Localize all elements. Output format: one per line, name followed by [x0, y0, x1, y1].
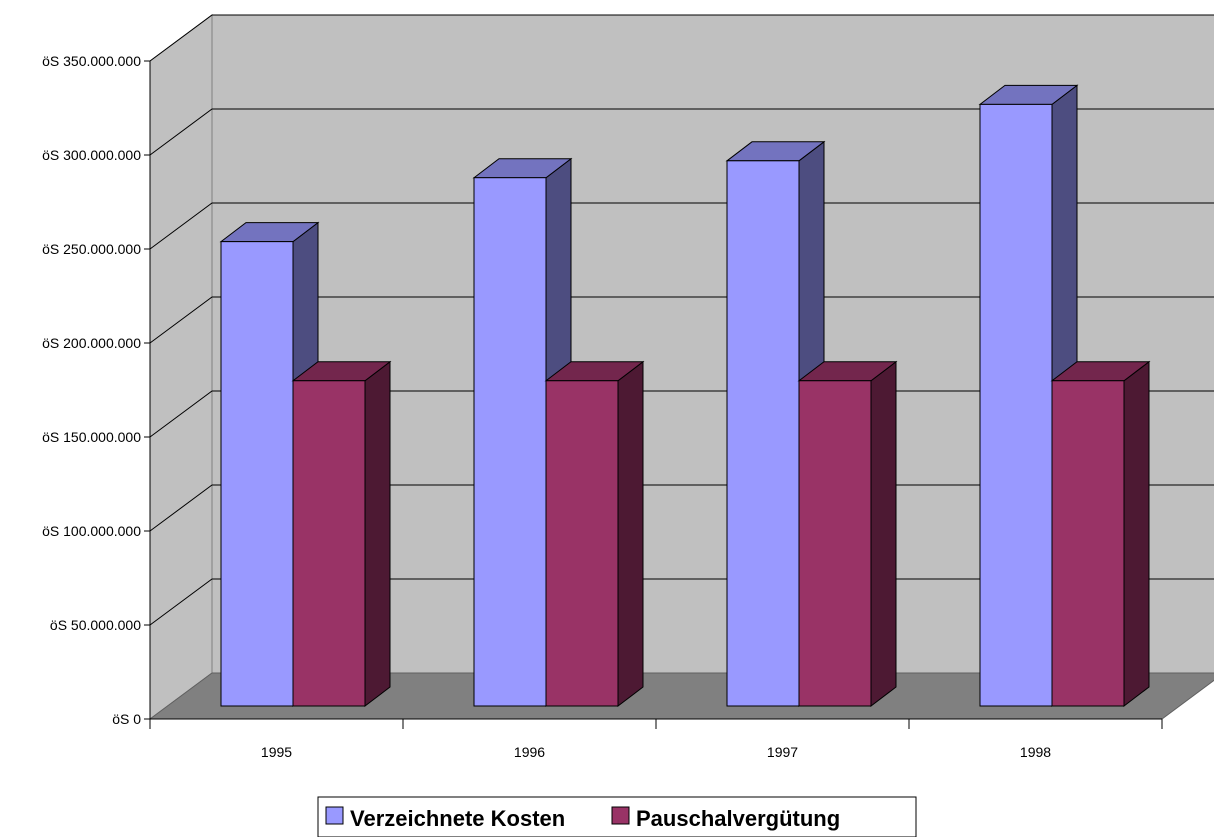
bar-1998-pauschalverguetung: [1050, 360, 1151, 708]
bar-1997-verzeichnete-kosten: [725, 140, 826, 708]
y-tick-label: öS 300.000.000: [42, 147, 141, 163]
side-wall: [149, 14, 213, 720]
bar-front: [798, 380, 872, 707]
legend-label: Verzeichnete Kosten: [350, 806, 565, 831]
y-tick-label: öS 200.000.000: [42, 335, 141, 351]
bar-front: [473, 177, 547, 707]
legend-swatch: [325, 806, 344, 825]
gridline: [149, 108, 1214, 156]
gridline: [149, 202, 1214, 250]
bar-side: [870, 360, 897, 708]
y-axis-ticks: öS 0 öS 50.000.000 öS 100.000.000 öS 150.00…: [42, 53, 150, 727]
y-tick-label: öS 250.000.000: [42, 241, 141, 257]
bar-1996-pauschalverguetung: [544, 360, 645, 708]
bar-side: [1123, 360, 1150, 708]
legend: Verzeichnete Kosten Pauschalvergütung: [317, 796, 917, 837]
bar-1997-pauschalverguetung: [797, 360, 898, 708]
x-tick-label: 1998: [1020, 744, 1051, 760]
chart-walls: [148, 14, 1214, 720]
bar-front: [292, 380, 366, 707]
bars: [219, 84, 1151, 708]
y-tick-label: öS 0: [112, 711, 141, 727]
y-tick-label: öS 50.000.000: [50, 617, 141, 633]
bar-front: [726, 160, 800, 707]
bar-side: [617, 360, 644, 708]
legend-label: Pauschalvergütung: [636, 806, 840, 831]
bar-front: [979, 103, 1053, 707]
y-tick-label: öS 350.000.000: [42, 53, 141, 69]
y-tick-label: öS 100.000.000: [42, 523, 141, 539]
x-tick-label: 1996: [514, 744, 545, 760]
bar-front: [545, 380, 619, 707]
gridline: [149, 14, 1214, 62]
x-tick-label: 1995: [261, 744, 292, 760]
x-axis-ticks: 1995 1996 1997 1998: [149, 719, 1163, 760]
y-tick-label: öS 150.000.000: [42, 429, 141, 445]
legend-swatch: [611, 806, 630, 825]
bar-front: [220, 241, 294, 707]
bar-front: [1051, 380, 1125, 707]
bar-side: [364, 360, 391, 708]
gridline: [149, 296, 1214, 344]
x-tick-label: 1997: [767, 744, 798, 760]
bar-1995-pauschalverguetung: [291, 360, 392, 708]
